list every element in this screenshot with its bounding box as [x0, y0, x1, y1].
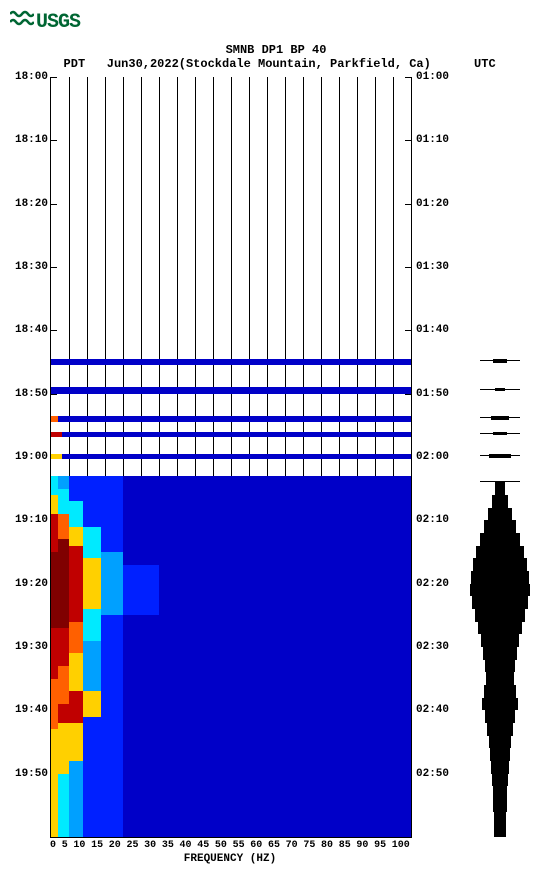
y-axis-right-utc: 01:0001:1001:2001:3001:4001:5002:0002:10…	[412, 77, 456, 837]
y-tick-left: 18:30	[15, 262, 48, 272]
x-tick: 75	[303, 840, 315, 851]
logo-waves-icon	[10, 10, 34, 35]
x-tick: 55	[233, 840, 245, 851]
x-tick: 45	[197, 840, 209, 851]
x-tick: 65	[268, 840, 280, 851]
chart-title-line1: SMNB DP1 BP 40	[10, 43, 542, 57]
x-tick: 10	[73, 840, 85, 851]
x-tick: 5	[62, 840, 68, 851]
spectrogram-plot	[50, 77, 412, 838]
waveform-trace	[460, 77, 540, 837]
y-tick-right: 02:20	[416, 579, 449, 589]
x-tick: 35	[162, 840, 174, 851]
y-tick-left: 19:40	[15, 705, 48, 715]
y-tick-right: 02:40	[416, 705, 449, 715]
chart-title-line2: PDT Jun30,2022(Stockdale Mountain, Parkf…	[10, 57, 542, 71]
y-tick-right: 02:30	[416, 642, 449, 652]
y-tick-right: 02:00	[416, 452, 449, 462]
spectrogram-chart: 18:0018:1018:2018:3018:4018:5019:0019:10…	[10, 77, 542, 865]
x-tick: 0	[50, 840, 56, 851]
y-tick-left: 19:20	[15, 579, 48, 589]
y-tick-left: 18:50	[15, 389, 48, 399]
x-tick: 85	[339, 840, 351, 851]
logo-text: USGS	[36, 11, 80, 34]
x-tick: 95	[374, 840, 386, 851]
x-tick: 15	[91, 840, 103, 851]
x-tick: 80	[321, 840, 333, 851]
x-tick: 40	[180, 840, 192, 851]
y-tick-left: 18:40	[15, 325, 48, 335]
y-tick-left: 18:10	[15, 135, 48, 145]
y-tick-right: 02:10	[416, 515, 449, 525]
x-tick: 60	[250, 840, 262, 851]
y-tick-left: 18:20	[15, 199, 48, 209]
x-tick: 70	[286, 840, 298, 851]
usgs-logo: USGS	[10, 10, 542, 35]
y-tick-right: 01:30	[416, 262, 449, 272]
y-tick-left: 19:50	[15, 769, 48, 779]
y-tick-right: 01:10	[416, 135, 449, 145]
x-tick: 50	[215, 840, 227, 851]
y-tick-right: 01:40	[416, 325, 449, 335]
x-axis-frequency: 05 10 15 20 25 30 35 40 45 50 55 60 65 70 75 80 85 90 95 10…	[50, 840, 410, 851]
x-tick: 30	[144, 840, 156, 851]
y-axis-left-pdt: 18:0018:1018:2018:3018:4018:5019:0019:10…	[10, 77, 50, 837]
x-axis-label: FREQUENCY (HZ)	[50, 853, 410, 865]
y-tick-left: 19:00	[15, 452, 48, 462]
y-tick-right: 01:20	[416, 199, 449, 209]
x-tick: 100	[392, 840, 410, 851]
y-tick-right: 01:50	[416, 389, 449, 399]
y-tick-left: 18:00	[15, 72, 48, 82]
y-tick-left: 19:30	[15, 642, 48, 652]
x-tick: 25	[126, 840, 138, 851]
y-tick-right: 01:00	[416, 72, 449, 82]
y-tick-right: 02:50	[416, 769, 449, 779]
x-tick: 20	[109, 840, 121, 851]
y-tick-left: 19:10	[15, 515, 48, 525]
x-tick: 90	[356, 840, 368, 851]
